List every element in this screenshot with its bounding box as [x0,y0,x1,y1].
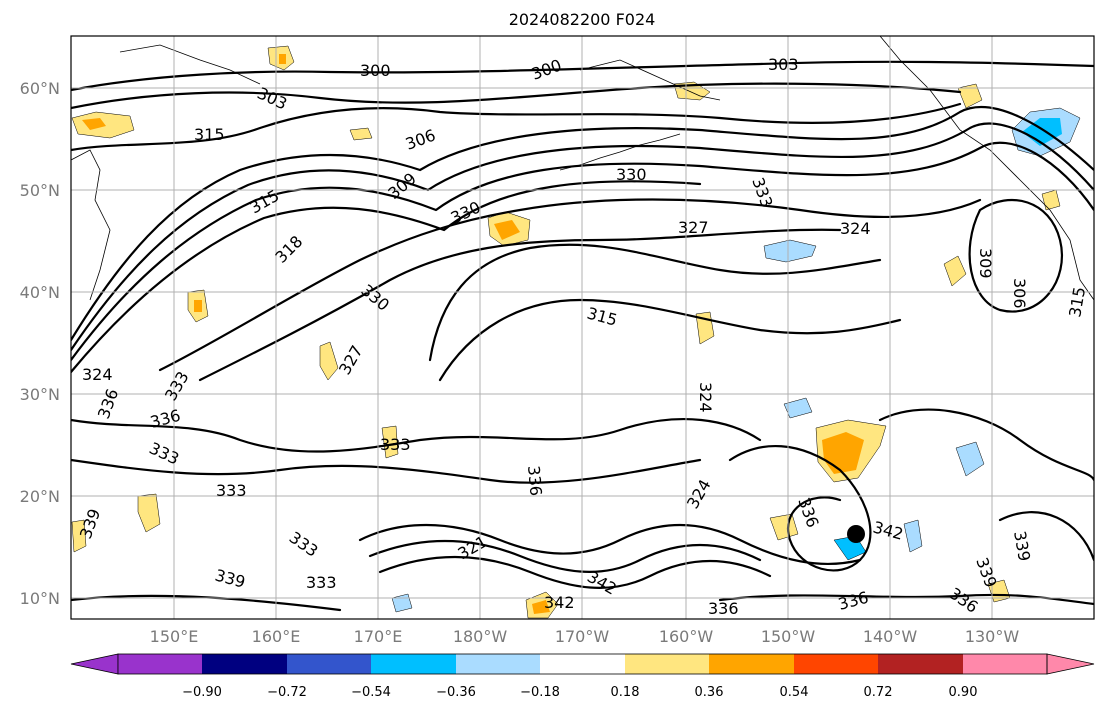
lon-label: 140°W [863,627,918,646]
colorbar-segment [456,654,540,674]
shade-patch [137,493,161,533]
lon-label: 160°E [252,627,301,646]
contour-label: 324 [696,382,715,413]
coastlines [71,36,1094,301]
lat-label: 30°N [20,385,60,404]
contour-label: 333 [380,435,411,454]
contour-lines [71,60,1094,612]
lat-label: 20°N [20,487,60,506]
contour-label: 300 [360,61,391,80]
contour-label: 324 [82,365,113,384]
lat-axis: 60°N 50°N 40°N 30°N 20°N 10°N [20,79,60,608]
shade-patch [319,341,339,381]
colorbar-tick-label: 0.54 [780,685,809,700]
colorbar-tick-label: −0.90 [182,685,222,700]
colorbar-segment [118,654,202,674]
contour-label: 327 [678,218,709,237]
lon-label: 150°W [761,627,816,646]
shade-patch [194,300,202,312]
contour-label: 333 [306,573,337,592]
lon-label: 170°E [354,627,403,646]
shade-patch [82,118,106,130]
lat-label: 60°N [20,79,60,98]
colorbar-tick-label: −0.36 [436,685,476,700]
colorbar-tick-label: −0.54 [351,685,391,700]
colorbar-segment [625,654,709,674]
colorbar-segment [540,654,625,674]
colorbar-segment [709,654,794,674]
lon-label: 180°W [453,627,508,646]
lon-label: 170°W [555,627,610,646]
colorbar-segment [287,654,371,674]
shade-patch [943,255,967,287]
lon-label: 130°W [965,627,1020,646]
map-panel: 303 300 300 303 315 306 315 309 330 330 … [70,35,1095,620]
colorbar: −0.90 −0.72 −0.54 −0.36 −0.18 0.18 0.36 … [70,653,1095,700]
contour-label: 342 [544,593,575,612]
lon-label: 150°E [150,627,199,646]
contour-label: 333 [216,481,247,500]
shade-patch [1022,118,1062,146]
shade-patch [494,220,520,240]
contour-label: 336 [524,465,546,497]
colorbar-extend-high [1046,653,1095,675]
lon-axis: 150°E 160°E 170°E 180°W 170°W 160°W 150°… [150,627,1020,646]
colorbar-segment [963,654,1047,674]
shade-patch [763,239,817,263]
lat-label: 40°N [20,283,60,302]
colorbar-segment [794,654,878,674]
contour-label: 324 [840,219,871,238]
chart-title: 2024082200 F024 [509,10,656,29]
colorbar-segment [878,654,963,674]
shade-patch [903,519,923,553]
colorbar-tick-label: 0.18 [611,685,640,700]
colorbar-segment [202,654,287,674]
colorbar-tick-label: 0.36 [695,685,724,700]
shade-patch [955,441,985,477]
shade-patch [381,425,399,459]
shade-patch [769,513,799,541]
shaded-field [71,45,1081,619]
contour-label: 315 [194,125,225,144]
lat-label: 10°N [20,589,60,608]
shade-patch [349,127,373,141]
contour-label: 330 [616,165,647,184]
lon-label: 160°W [659,627,714,646]
lat-label: 50°N [20,181,60,200]
colorbar-tick-label: −0.18 [520,685,560,700]
contour-label: 336 [708,599,739,618]
colorbar-tick-label: 0.90 [949,685,978,700]
colorbar-tick-label: 0.72 [864,685,893,700]
colorbar-segment [371,654,456,674]
map-frame [70,35,1095,620]
shade-patch [532,600,550,614]
contour-label: 306 [1010,278,1029,309]
colorbar-tick-label: −0.72 [267,685,307,700]
graticule [71,36,1094,619]
contour-label: 303 [768,55,799,74]
storm-center-marker [847,525,865,543]
shade-patch [279,54,286,64]
contour-label: 309 [976,248,995,279]
colorbar-extend-low [70,653,119,675]
shade-patch [71,519,87,553]
shade-patch [957,83,983,109]
